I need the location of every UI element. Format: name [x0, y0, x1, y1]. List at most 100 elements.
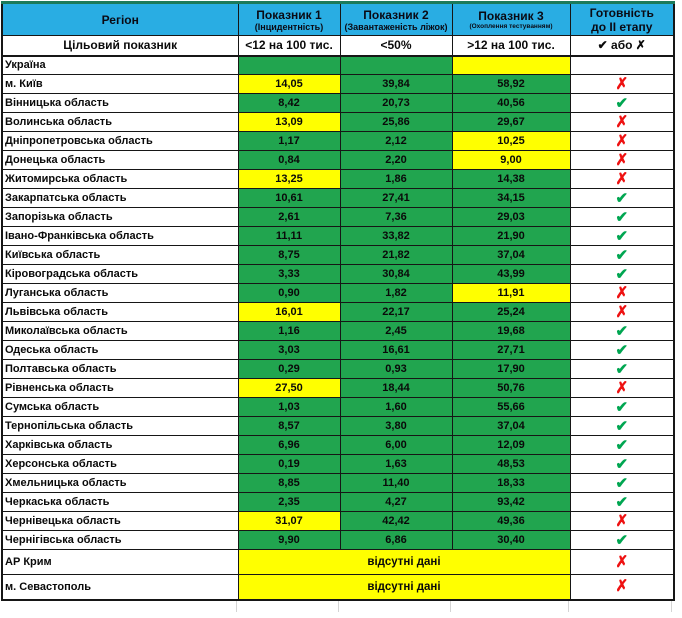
value-cell: 22,17	[339, 302, 453, 322]
value-cell: 0,29	[237, 359, 341, 379]
value-cell: 6,86	[339, 530, 453, 550]
region-cell: Чернігівська область	[1, 530, 239, 550]
table-row: Черкаська область 2,35 4,27 93,42 ✔	[1, 492, 675, 512]
value-cell: 11,11	[237, 226, 341, 246]
value-cell: 0,90	[237, 283, 341, 303]
region-cell: Херсонська область	[1, 454, 239, 474]
target-readiness: ✔ або ✗	[569, 35, 675, 57]
table-row: Вінницька область 8,42 20,73 40,56 ✔	[1, 93, 675, 113]
ready-check-cell: ✔	[569, 207, 675, 227]
table-row: Одеська область 3,03 16,61 27,71 ✔	[1, 340, 675, 360]
table-row: Тернопільська область 8,57 3,80 37,04 ✔	[1, 416, 675, 436]
value-cell: 25,86	[339, 112, 453, 132]
value-cell: 3,03	[237, 340, 341, 360]
value-cell: 0,84	[237, 150, 341, 170]
value-cell: 33,82	[339, 226, 453, 246]
value-cell: 37,04	[451, 416, 571, 436]
ghost-cell	[237, 600, 339, 612]
region-cell: Вінницька область	[1, 93, 239, 113]
region-cell: Житомирська область	[1, 169, 239, 189]
value-cell: 34,15	[451, 188, 571, 208]
table-row: Сумська область 1,03 1,60 55,66 ✔	[1, 397, 675, 417]
region-cell: Рівненська область	[1, 378, 239, 398]
table-row: Луганська область 0,90 1,82 11,91 ✗	[1, 283, 675, 303]
ready-cross-cell: ✗	[569, 169, 675, 189]
check-icon: ✔	[615, 360, 629, 378]
indicator3-subtitle: (Охоплення тестуванням)	[469, 22, 553, 30]
regions-table: Регіон Показник 1 (Інцидентність) Показн…	[1, 1, 675, 601]
value-cell: 8,85	[237, 473, 341, 493]
value-cell: 58,92	[451, 74, 571, 94]
value-cell: 27,50	[237, 378, 341, 398]
table-row: Донецька область 0,84 2,20 9,00 ✗	[1, 150, 675, 170]
col-header-region: Регіон	[1, 2, 239, 36]
value-cell: 17,90	[451, 359, 571, 379]
region-cell: Сумська область	[1, 397, 239, 417]
table-row: Хмельницька область 8,85 11,40 18,33 ✔	[1, 473, 675, 493]
value-cell: 1,86	[339, 169, 453, 189]
table-row: Чернівецька область 31,07 42,42 49,36 ✗	[1, 511, 675, 531]
check-icon: ✔	[615, 322, 629, 340]
table-row: Запорізька область 2,61 7,36 29,03 ✔	[1, 207, 675, 227]
table-row: Полтавська область 0,29 0,93 17,90 ✔	[1, 359, 675, 379]
table-row: м. Київ 14,05 39,84 58,92 ✗	[1, 74, 675, 94]
ready-cross-cell: ✗	[569, 574, 675, 600]
value-cell	[339, 55, 453, 75]
ready-check-cell: ✔	[569, 397, 675, 417]
value-cell: 37,04	[451, 245, 571, 265]
indicator1-title: Показник 1	[256, 7, 322, 22]
check-icon: ✔	[615, 398, 629, 416]
region-header-label: Регіон	[101, 12, 139, 27]
readiness-header-line2: до ІІ етапу	[591, 19, 653, 34]
ready-check-cell: ✔	[569, 435, 675, 455]
ghost-cell	[569, 600, 672, 612]
value-cell: 11,40	[339, 473, 453, 493]
region-cell: Івано-Франківська область	[1, 226, 239, 246]
check-icon: ✔	[615, 265, 629, 283]
no-data-cell: відсутні дані	[237, 549, 571, 575]
value-cell: 10,25	[451, 131, 571, 151]
region-cell: Київська область	[1, 245, 239, 265]
value-cell: 7,36	[339, 207, 453, 227]
value-cell: 3,80	[339, 416, 453, 436]
ready-check-cell: ✔	[569, 245, 675, 265]
ready-cross-cell: ✗	[569, 74, 675, 94]
region-cell: Дніпропетровська область	[1, 131, 239, 151]
ready-cross-cell: ✗	[569, 112, 675, 132]
value-cell: 27,71	[451, 340, 571, 360]
empty-gridlines-row	[1, 600, 673, 612]
value-cell: 21,90	[451, 226, 571, 246]
value-cell: 9,00	[451, 150, 571, 170]
region-cell: м. Київ	[1, 74, 239, 94]
cross-icon: ✗	[615, 151, 629, 169]
region-cell: Україна	[1, 55, 239, 75]
region-cell: Донецька область	[1, 150, 239, 170]
ready-check-cell: ✔	[569, 264, 675, 284]
value-cell: 49,36	[451, 511, 571, 531]
table-row: Харківська область 6,96 6,00 12,09 ✔	[1, 435, 675, 455]
region-cell: Луганська область	[1, 283, 239, 303]
check-icon: ✔	[615, 189, 629, 207]
cross-icon: ✗	[615, 284, 629, 302]
value-cell: 39,84	[339, 74, 453, 94]
value-cell: 8,75	[237, 245, 341, 265]
value-cell: 0,93	[339, 359, 453, 379]
check-icon: ✔	[615, 227, 629, 245]
value-cell: 6,00	[339, 435, 453, 455]
value-cell: 27,41	[339, 188, 453, 208]
value-cell: 1,82	[339, 283, 453, 303]
cross-icon: ✗	[615, 75, 629, 93]
table-row: Житомирська область 13,25 1,86 14,38 ✗	[1, 169, 675, 189]
table-row: Дніпропетровська область 1,17 2,12 10,25 ✗	[1, 131, 675, 151]
ghost-cell	[1, 600, 237, 612]
indicator1-subtitle: (Інцидентність)	[254, 21, 324, 32]
value-cell: 21,82	[339, 245, 453, 265]
ready-check-cell: ✔	[569, 188, 675, 208]
readiness-header-line1: Готовність	[589, 5, 654, 20]
table-row: Чернігівська область 9,90 6,86 30,40 ✔	[1, 530, 675, 550]
table-row: Київська область 8,75 21,82 37,04 ✔	[1, 245, 675, 265]
ready-check-cell: ✔	[569, 492, 675, 512]
ready-cross-cell: ✗	[569, 302, 675, 322]
col-header-indicator3: Показник 3 (Охоплення тестуванням)	[451, 2, 571, 36]
